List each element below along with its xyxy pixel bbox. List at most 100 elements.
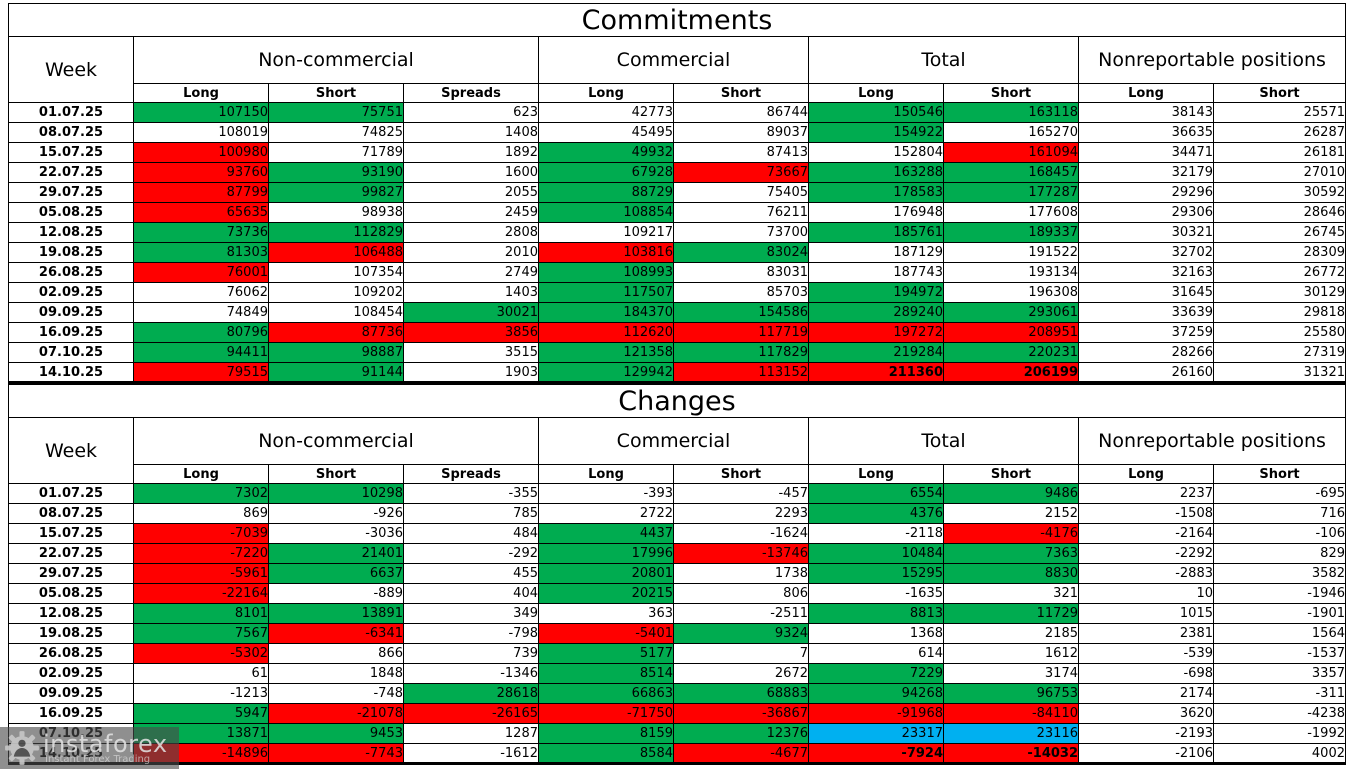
data-cell: 10298 (268, 483, 404, 504)
data-cell: 10484 (808, 543, 944, 564)
data-cell: 614 (808, 643, 944, 664)
data-cell: 15295 (808, 563, 944, 584)
group-header-nonreportable-positions: Nonreportable positions (1078, 36, 1346, 84)
data-cell: 3515 (403, 342, 539, 363)
data-cell: 28309 (1213, 242, 1346, 263)
group-header-non-commercial: Non-commercial (133, 36, 539, 84)
data-cell: 177608 (943, 202, 1079, 223)
week-cell: 29.07.25 (8, 182, 134, 203)
table-row: 05.08.25 -22164 -889 404 20215 806 -1635 321 10-… (8, 583, 1346, 604)
data-cell: 12376 (673, 723, 809, 744)
week-cell: 02.09.25 (8, 663, 134, 684)
table-row: 02.09.25 76062 109202 1403 117507 85703 194972… (8, 282, 1346, 303)
data-cell: 26772 (1213, 262, 1346, 283)
data-cell: -1992 (1213, 723, 1346, 744)
data-cell: 81303 (133, 242, 269, 263)
data-cell: 4437 (538, 523, 674, 544)
data-cell: -4238 (1213, 703, 1346, 724)
data-cell: 163118 (943, 102, 1079, 123)
week-cell: 01.07.25 (8, 483, 134, 504)
data-cell: -292 (403, 543, 539, 564)
data-cell: -1346 (403, 663, 539, 684)
table-row: 22.07.25 -7220 21401 -292 17996 -13746 10484 73… (8, 543, 1346, 564)
data-cell: 2459 (403, 202, 539, 223)
subheader-long: Long (808, 83, 944, 103)
group-header-commercial: Commercial (538, 417, 809, 465)
week-cell: 09.09.25 (8, 683, 134, 704)
watermark-text: instaforex Instant Forex Trading (43, 732, 168, 765)
changes-table: Changes Week Non-commercial Commercial Total… (8, 384, 1346, 765)
week-cell: 05.08.25 (8, 583, 134, 604)
data-cell: 1403 (403, 282, 539, 303)
data-cell: 293061 (943, 302, 1079, 323)
data-cell: 165270 (943, 122, 1079, 143)
data-cell: 23317 (808, 723, 944, 744)
data-cell: 29306 (1078, 202, 1214, 223)
data-cell: 107150 (133, 102, 269, 123)
data-cell: 2174 (1078, 683, 1214, 704)
data-cell: 87413 (673, 142, 809, 163)
data-cell: 220231 (943, 342, 1079, 363)
table-row: 15.07.25 100980 71789 1892 49932 87413 152804 1… (8, 142, 1346, 163)
group-header-non-commercial: Non-commercial (133, 417, 539, 465)
data-cell: -1612 (403, 743, 539, 765)
table-row: 01.07.25 107150 75751 623 42773 86744 150546 16… (8, 102, 1346, 123)
table-row: 26.08.25 -5302 866 739 5177 7 614 1612 -539 -1537 (8, 643, 1346, 664)
data-cell: 2237 (1078, 483, 1214, 504)
data-cell: 26160 (1078, 362, 1214, 384)
data-cell: 2722 (538, 503, 674, 524)
data-cell: -1508 (1078, 503, 1214, 524)
data-cell: 109217 (538, 222, 674, 243)
data-cell: 7302 (133, 483, 269, 504)
subheader-short: Short (943, 464, 1079, 484)
subheader-long: Long (538, 83, 674, 103)
data-cell: 189337 (943, 222, 1079, 243)
week-cell: 16.09.25 (8, 703, 134, 724)
data-cell: 75751 (268, 102, 404, 123)
data-cell: 83031 (673, 262, 809, 283)
data-cell: 28618 (403, 683, 539, 704)
data-cell: -21078 (268, 703, 404, 724)
data-cell: 98887 (268, 342, 404, 363)
brand-name: instaforex (43, 729, 168, 758)
data-cell: -2106 (1078, 743, 1214, 765)
data-cell: -889 (268, 583, 404, 604)
data-cell: 1287 (403, 723, 539, 744)
data-cell: 37259 (1078, 322, 1214, 343)
subheader-short: Short (268, 464, 404, 484)
table-row: 29.07.25 -5961 6637 455 20801 1738 15295 8830 -2… (8, 563, 1346, 584)
table-row: 22.07.25 93760 93190 1600 67928 73667 163288 16… (8, 162, 1346, 183)
table-row: 02.09.25 61 1848 -1346 8514 2672 7229 3174 -698 3… (8, 663, 1346, 684)
subheader-spreads: Spreads (403, 464, 539, 484)
data-cell: 168457 (943, 162, 1079, 183)
table-row: 08.07.25 108019 74825 1408 45495 89037 154922 1… (8, 122, 1346, 143)
data-cell: 289240 (808, 302, 944, 323)
data-cell: -7039 (133, 523, 269, 544)
data-cell: -106 (1213, 523, 1346, 544)
data-cell: -5961 (133, 563, 269, 584)
data-cell: 4002 (1213, 743, 1346, 765)
data-cell: 1612 (943, 643, 1079, 664)
subheader-long: Long (808, 464, 944, 484)
data-cell: 1892 (403, 142, 539, 163)
data-cell: -5401 (538, 623, 674, 644)
data-cell: 184370 (538, 302, 674, 323)
data-cell: 7363 (943, 543, 1079, 564)
data-cell: 29296 (1078, 182, 1214, 203)
data-cell: 739 (403, 643, 539, 664)
week-cell: 19.08.25 (8, 623, 134, 644)
data-cell: 103816 (538, 242, 674, 263)
data-cell: 455 (403, 563, 539, 584)
data-cell: 98938 (268, 202, 404, 223)
data-cell: 94268 (808, 683, 944, 704)
subheader-long: Long (1078, 464, 1214, 484)
data-cell: -311 (1213, 683, 1346, 704)
commitments-table: Commitments Week Non-commercial Commercial T… (8, 3, 1346, 384)
data-cell: 25571 (1213, 102, 1346, 123)
data-cell: 129942 (538, 362, 674, 384)
data-cell: -1635 (808, 583, 944, 604)
data-cell: -71750 (538, 703, 674, 724)
group-header-total: Total (808, 36, 1079, 84)
data-cell: 1848 (268, 663, 404, 684)
data-cell: 85703 (673, 282, 809, 303)
